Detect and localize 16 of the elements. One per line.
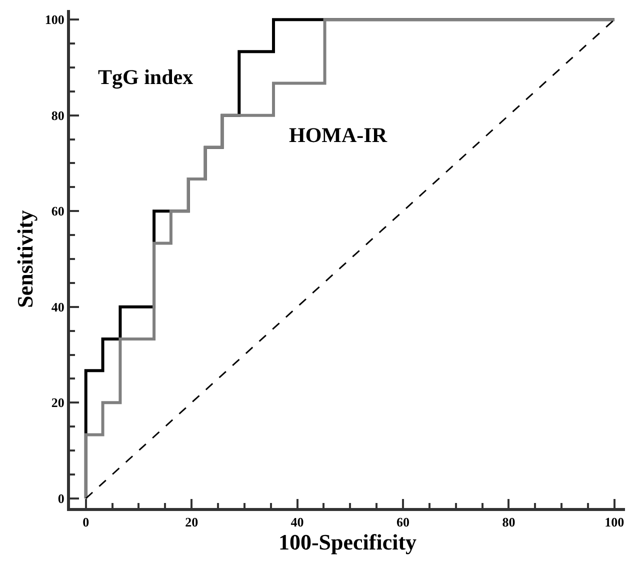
x-axis-title: 100-Specificity bbox=[278, 530, 417, 555]
x-tick-label: 80 bbox=[502, 514, 516, 530]
y-tick-label: 80 bbox=[51, 108, 64, 123]
y-tick-label: 0 bbox=[58, 490, 64, 506]
y-tick-label: 40 bbox=[51, 299, 64, 314]
y-tick-label: 60 bbox=[51, 204, 64, 219]
series-label: TgG index bbox=[98, 65, 194, 89]
y-tick-label: 20 bbox=[51, 395, 64, 410]
y-tick-label: 100 bbox=[44, 12, 64, 28]
x-tick-label: 100 bbox=[604, 514, 624, 530]
series-label: HOMA-IR bbox=[289, 123, 388, 147]
y-axis-title: Sensitivity bbox=[12, 210, 38, 308]
x-tick-label: 20 bbox=[185, 514, 198, 530]
x-tick-label: 0 bbox=[82, 514, 90, 530]
x-tick-label: 40 bbox=[290, 514, 304, 530]
x-tick-label: 60 bbox=[396, 514, 410, 530]
